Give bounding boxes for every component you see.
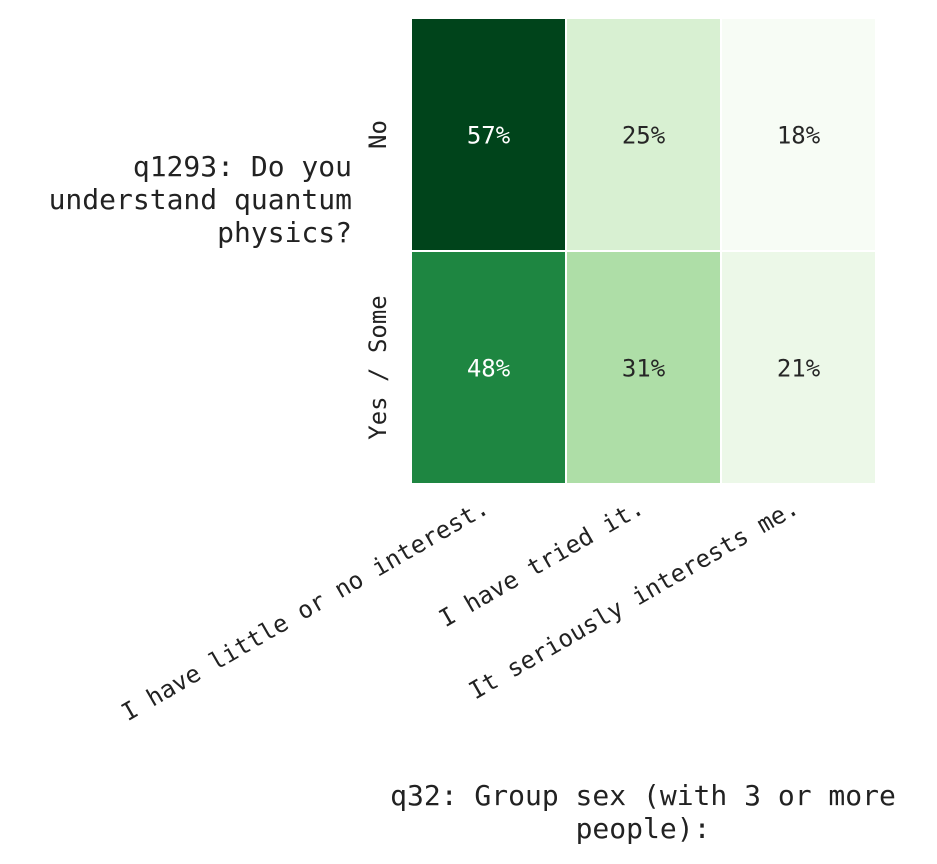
row-tick-label: Yes / Some: [364, 295, 392, 440]
cell-value-label: 21%: [777, 355, 821, 383]
heatmap-cell: [565, 250, 722, 485]
cell-value-label: 57%: [467, 122, 511, 150]
cell-value-label: 31%: [622, 355, 666, 383]
x-axis-label: q32: Group sex (with 3 or more people):: [390, 779, 896, 845]
heatmap-cell: [410, 17, 567, 252]
cell-value-label: 48%: [467, 355, 511, 383]
heatmap-cell: [720, 250, 877, 485]
y-axis-label: q1293: Do you understand quantum physics…: [48, 150, 352, 249]
cell-value-label: 25%: [622, 122, 666, 150]
row-tick-label: No: [364, 120, 392, 149]
heatmap-cell: [720, 17, 877, 252]
cell-value-label: 18%: [777, 122, 821, 150]
heatmap-cell: [410, 250, 567, 485]
